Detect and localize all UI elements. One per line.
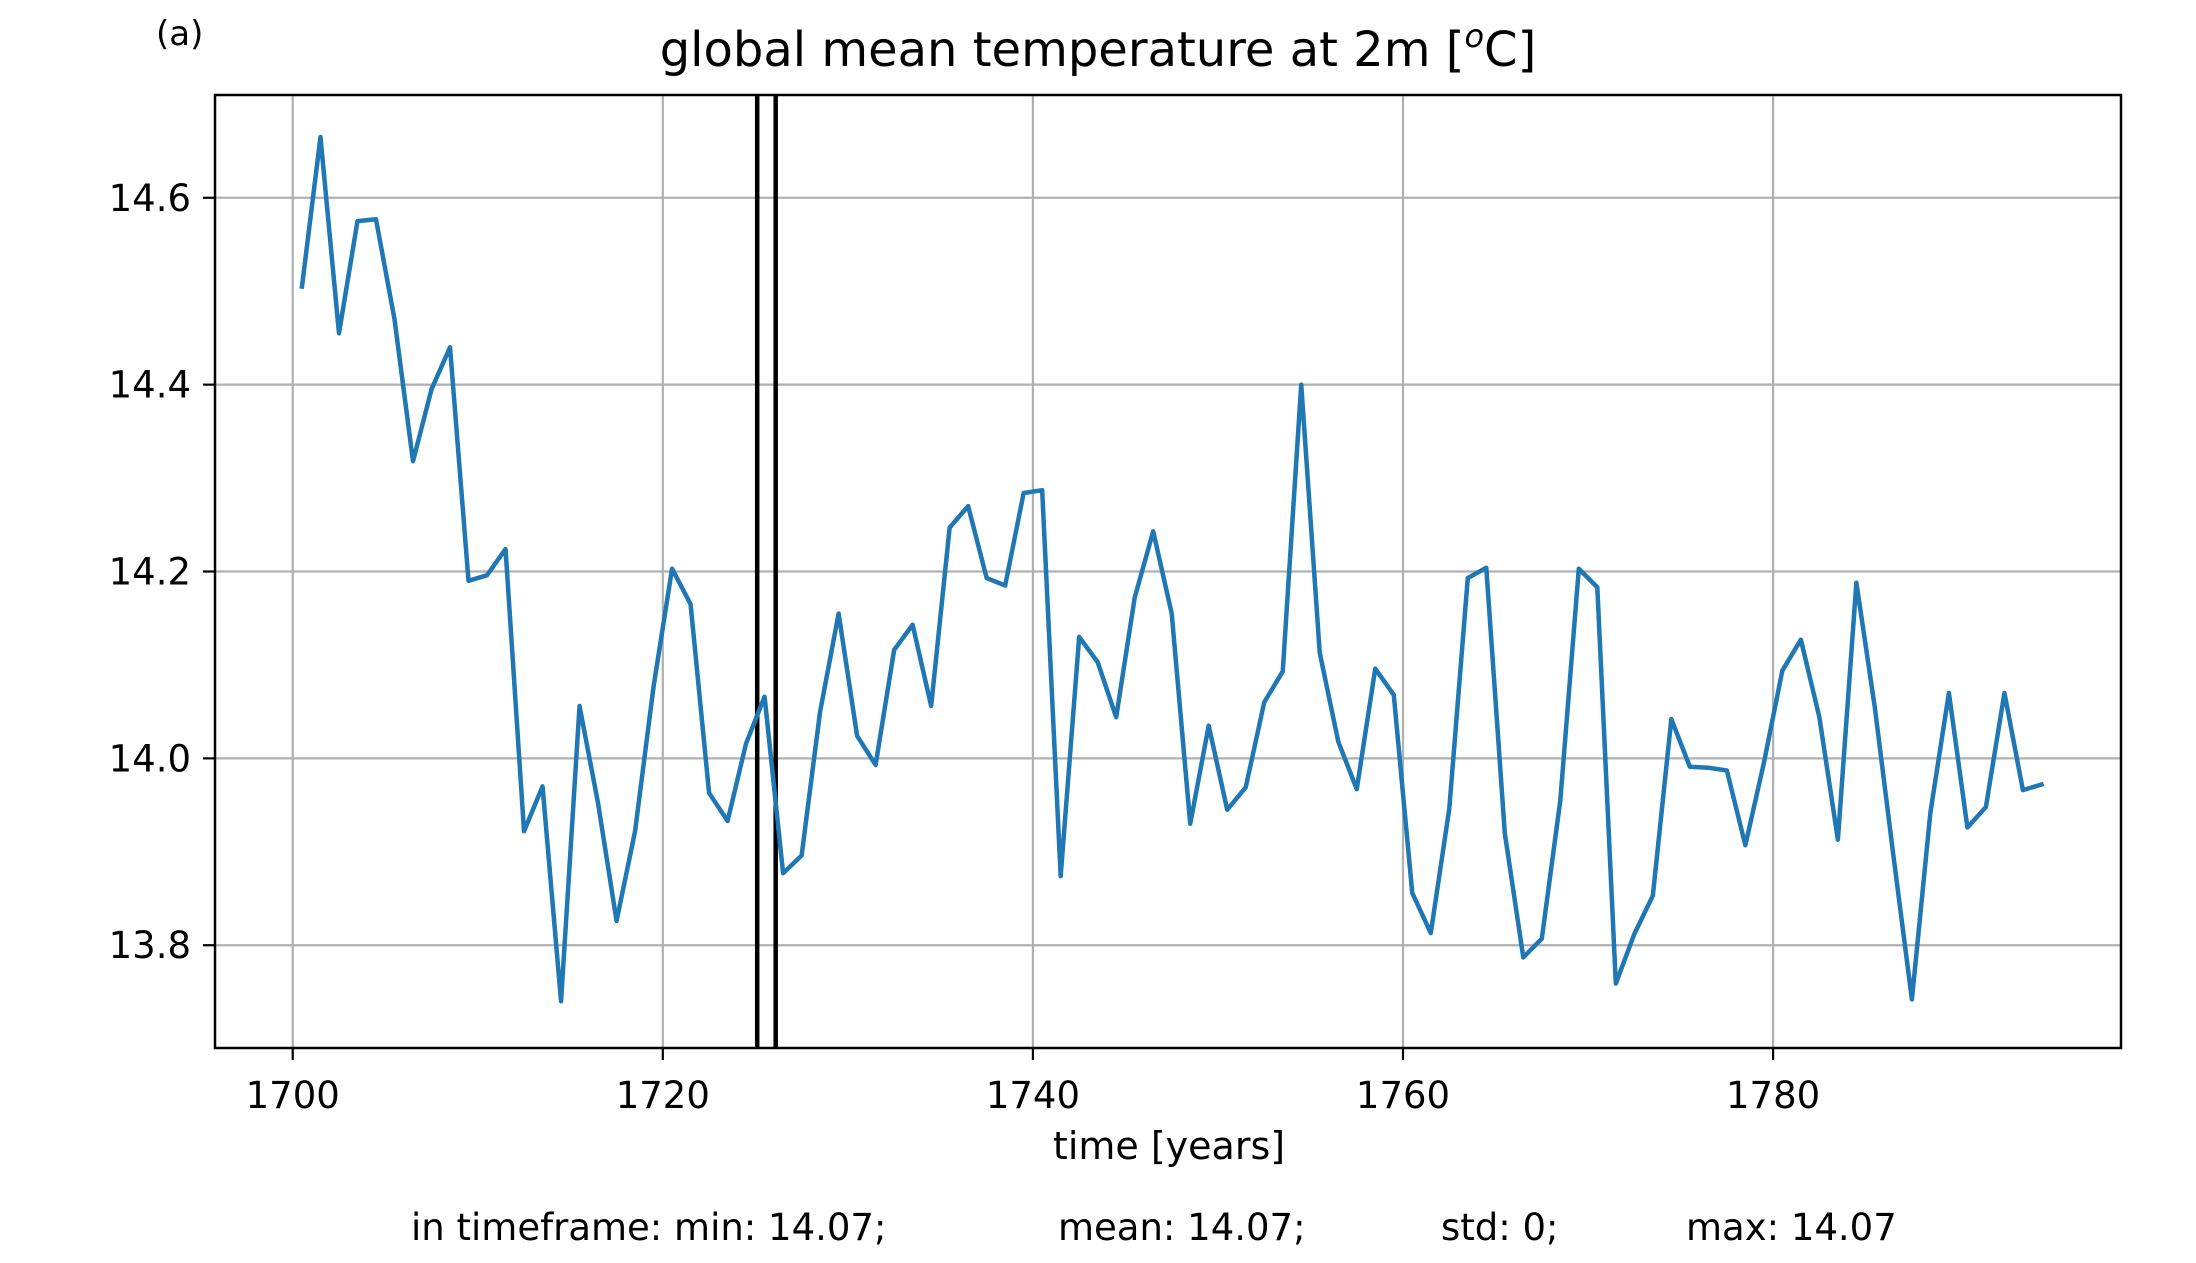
chart-title-main: global mean temperature at 2m [	[660, 22, 1465, 78]
x-tick-label-1700: 1700	[246, 1074, 340, 1117]
chart-title: global mean temperature at 2m [oC]	[660, 17, 1537, 78]
stats-std: std: 0;	[1441, 1206, 1559, 1249]
x-tick-label-1760: 1760	[1356, 1074, 1450, 1117]
x-tick-label-1780: 1780	[1726, 1074, 1820, 1117]
y-tick-label-14.4: 14.4	[109, 364, 191, 407]
chart-title-end: C]	[1484, 22, 1536, 78]
y-tick-label-14.0: 14.0	[109, 737, 191, 780]
grid-lines	[215, 95, 2121, 1048]
y-tick-label-14.2: 14.2	[109, 551, 191, 594]
y-axis-ticks: 13.8 14.0 14.2 14.4 14.6	[109, 177, 215, 967]
stats-max: max: 14.07	[1686, 1206, 1897, 1249]
stats-min: in timeframe: min: 14.07;	[411, 1206, 886, 1249]
timeframe-markers	[754, 95, 778, 1048]
x-tick-label-1720: 1720	[616, 1074, 710, 1117]
series-line-global-mean-temperature	[299, 134, 2045, 1004]
x-axis-ticks: 1700 1720 1740 1760 1780	[246, 1048, 1820, 1117]
chart-title-superscript: o	[1464, 17, 1484, 55]
y-tick-label-13.8: 13.8	[109, 924, 191, 967]
x-axis-label: time [years]	[1053, 1124, 1285, 1168]
x-tick-label-1740: 1740	[986, 1074, 1080, 1117]
y-tick-label-14.6: 14.6	[109, 177, 191, 220]
stats-mean: mean: 14.07;	[1058, 1206, 1306, 1249]
panel-label: (a)	[156, 14, 203, 54]
